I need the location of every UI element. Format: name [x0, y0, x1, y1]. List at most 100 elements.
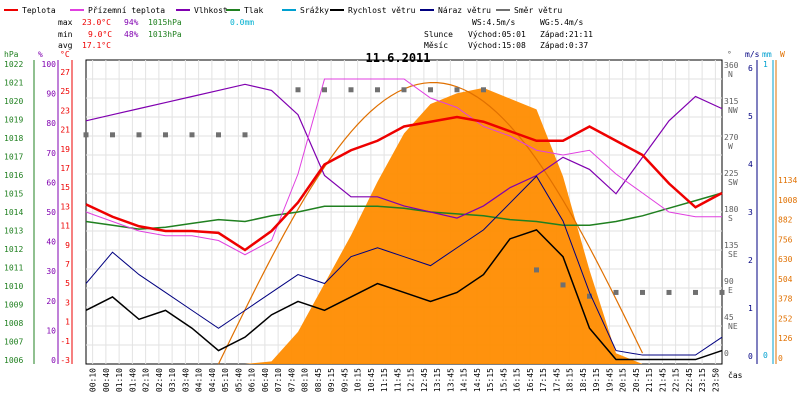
x-tick: 13:45 [446, 368, 455, 392]
legend-label: Teplota [22, 6, 56, 15]
x-tick: 01:40 [128, 368, 137, 392]
pct-tick: 70 [46, 149, 56, 158]
x-tick: 02:40 [155, 368, 164, 392]
x-tick: 17:45 [552, 368, 561, 392]
direction-compass-tick: SW [728, 178, 738, 187]
x-axis-label: čas [728, 370, 743, 380]
stats-max-temp: 23.0°C [82, 18, 111, 27]
wind-speed-line [85, 229, 723, 361]
x-tick: 22:15 [672, 368, 681, 392]
x-tick: 05:10 [221, 368, 230, 392]
legend-label: Náraz větru [438, 6, 491, 15]
stats-min-hum: 48% [124, 30, 139, 39]
w-tick: 630 [778, 255, 793, 264]
x-tick: 23:50 [711, 368, 720, 392]
hpa-tick: 1013 [4, 227, 23, 236]
hpa-tick: 1016 [4, 171, 23, 180]
direction-deg-tick: 225 [724, 169, 739, 178]
astro-info: WS:4.5m/s WG:5.4m/s Slunce Východ:05:01 … [424, 18, 593, 50]
temperature-line [85, 115, 723, 252]
wind-direction-point [613, 289, 619, 295]
x-tick: 15:15 [486, 368, 495, 392]
pct-tick: 40 [46, 238, 56, 247]
wind-direction-point [136, 132, 142, 138]
x-tick: 04:40 [208, 368, 217, 392]
x-tick: 20:15 [619, 368, 628, 392]
stats-min-press: 1013hPa [148, 30, 182, 39]
solar-theoretical-line [217, 81, 644, 365]
humidity-line [85, 83, 723, 219]
w-tick: 378 [778, 295, 793, 304]
stats-avg-label: avg [58, 41, 73, 50]
wind-direction-point [454, 87, 460, 93]
ground-temp-line [85, 78, 722, 256]
x-tick: 11:15 [380, 368, 389, 392]
pct-tick: 90 [46, 90, 56, 99]
direction-compass-tick: S [728, 214, 733, 223]
legend-label: Přízemní teplota [88, 6, 165, 15]
series-lines [85, 78, 723, 256]
x-tick: 16:45 [526, 368, 535, 392]
hpa-tick: 1012 [4, 245, 23, 254]
x-tick: 16:15 [513, 368, 522, 392]
celsius-tick: 21 [60, 126, 70, 135]
sun-set: Západ:21:11 [540, 30, 593, 39]
w-tick: 252 [778, 314, 793, 323]
celsius-tick: 11 [60, 222, 70, 231]
x-tick: 08:10 [301, 368, 310, 392]
celsius-tick: 25 [60, 87, 70, 96]
hpa-tick: 1009 [4, 301, 23, 310]
w-tick: 0 [778, 354, 783, 363]
celsius-tick: 5 [65, 279, 70, 288]
deg-unit: ° [727, 50, 732, 59]
w-tick: 756 [778, 235, 793, 244]
wind-direction-point [666, 289, 672, 295]
mm-unit: mm [762, 50, 772, 59]
wind-direction-point [83, 132, 89, 138]
wind-direction-point [401, 87, 407, 93]
w-tick: 882 [778, 216, 793, 225]
direction-deg-tick: 0 [724, 349, 729, 358]
pct-tick: 50 [46, 208, 56, 217]
ms-unit: m/s [745, 50, 760, 59]
w-tick: 1008 [778, 196, 797, 205]
moon-label: Měsíc [424, 41, 448, 50]
axes: 1022102110201019101810171016101510141013… [4, 60, 797, 392]
x-tick: 10:45 [367, 368, 376, 392]
x-tick: 01:10 [115, 368, 124, 392]
celsius-tick: 27 [60, 68, 70, 77]
x-tick: 14:15 [460, 368, 469, 392]
hpa-tick: 1019 [4, 116, 23, 125]
x-tick: 08:45 [314, 368, 323, 392]
x-tick: 19:45 [605, 368, 614, 392]
direction-compass-tick: W [728, 142, 733, 151]
wind-direction-point [163, 132, 168, 138]
wind-direction-point [640, 289, 645, 295]
wind-direction-point [322, 87, 327, 93]
solar-area [86, 87, 722, 365]
legend-label: Rychlost větru [348, 6, 416, 15]
x-tick: 18:45 [579, 368, 588, 392]
celsius-tick: 13 [60, 202, 70, 211]
x-tick: 21:45 [658, 368, 667, 392]
moon-set: Západ:0:37 [540, 41, 588, 50]
hpa-tick: 1021 [4, 79, 23, 88]
moon-rise: Východ:15:08 [468, 41, 526, 50]
direction-deg-tick: 90 [724, 277, 734, 286]
celsius-tick: 19 [60, 145, 70, 154]
pct-unit: % [38, 50, 43, 59]
hpa-tick: 1017 [4, 153, 23, 162]
celsius-tick: 3 [65, 298, 70, 307]
wind-speed-info: WS:4.5m/s [472, 18, 516, 27]
stats-min-temp: 9.0°C [88, 30, 112, 39]
wind-direction-point [693, 289, 698, 295]
hpa-tick: 1011 [4, 264, 23, 273]
pct-tick: 100 [42, 60, 57, 69]
wind-direction-point [587, 293, 592, 299]
x-tick: 07:10 [274, 368, 283, 392]
x-tick: 17:15 [539, 368, 548, 392]
x-tick: 09:15 [327, 368, 336, 392]
stats-max-press: 1015hPa [148, 18, 182, 27]
hpa-unit: hPa [4, 50, 19, 59]
wind-direction-point [295, 87, 301, 93]
